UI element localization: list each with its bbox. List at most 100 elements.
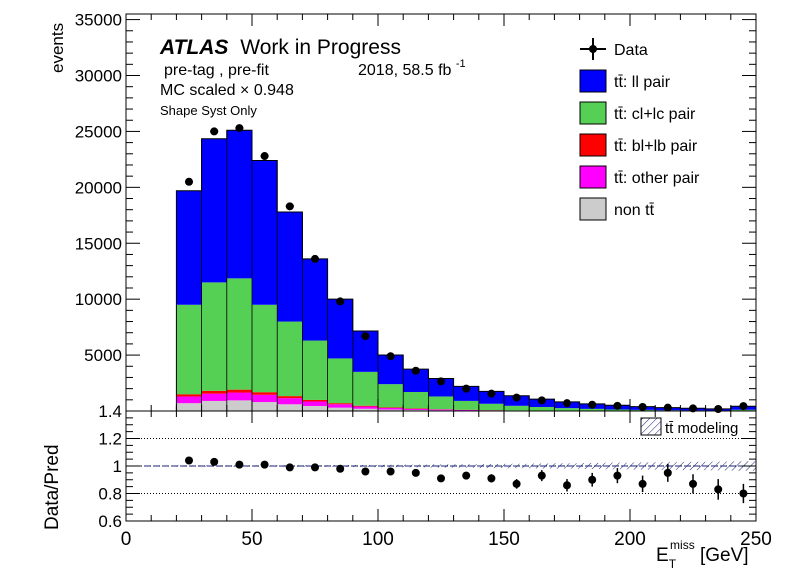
y-min-label: 1.4	[98, 402, 122, 421]
data-point	[537, 396, 546, 405]
stack-bar-0-9	[403, 409, 429, 411]
x-tick-label: 100	[362, 529, 394, 550]
stack-bar-2-5	[302, 399, 328, 402]
stack-bar-1-0	[176, 396, 202, 404]
stack-bar-4-10	[428, 378, 454, 397]
data-point	[386, 352, 395, 361]
data-point	[512, 393, 521, 402]
ratio-point	[714, 485, 723, 494]
data-point	[361, 332, 370, 341]
lower-panel: 0.6 0.8 1 1.2 0 50 100 150 200 250 Data/Pred tt̄ …	[42, 410, 772, 571]
ratio-point	[437, 474, 445, 483]
ratio-y-tick-label: 0.6	[98, 512, 122, 531]
data-point	[411, 366, 420, 375]
x-tick-label: 150	[488, 529, 520, 550]
stack-bar-4-5	[302, 258, 328, 341]
ratio-y-tick-label: 1	[113, 457, 122, 476]
legend-label: tt̄: other pair	[614, 170, 700, 187]
data-point	[588, 400, 597, 409]
stack-bar-1-5	[302, 401, 328, 406]
stack-bar-4-11	[453, 386, 479, 401]
lumi-text: 2018, 58.5 fb	[358, 62, 452, 79]
y-tick-label: 20000	[75, 178, 122, 197]
stack-bar-3-17	[604, 409, 630, 411]
stack-bar-3-1	[201, 282, 227, 391]
stack-bar-4-2	[226, 130, 252, 279]
stack-bar-0-7	[352, 408, 378, 411]
x-tick-label: 50	[241, 529, 262, 550]
x-tick-label: 250	[740, 529, 772, 550]
stack-bar-4-3	[252, 160, 278, 305]
ratio-point	[588, 475, 597, 484]
stack-bar-2-7	[352, 405, 378, 407]
ratio-band-legend: tt̄ modeling	[665, 420, 738, 437]
stack-bar-4-1	[201, 138, 227, 283]
data-point	[285, 202, 294, 211]
legend-label: non tt̄	[614, 202, 655, 219]
stack-bar-1-8	[378, 407, 404, 410]
legend-swatch	[579, 133, 607, 157]
stack-bar-3-14	[529, 406, 555, 411]
legend-data-label: Data	[614, 42, 648, 59]
y-tick-label: 25000	[75, 122, 122, 141]
stack-bar-2-1	[201, 390, 227, 394]
data-point	[185, 177, 193, 186]
upper-axis-ticks: 5000 10000 15000 20000 25000 30000 35000 1.4	[75, 11, 757, 421]
data-point	[689, 404, 697, 413]
stack-bar-1-9	[403, 408, 429, 410]
stack-bar-1-1	[201, 393, 227, 401]
lumi-label: 2018, 58.5 fb -1	[358, 58, 466, 79]
atlas-label: ATLAS Work in Progress	[159, 36, 401, 59]
ratio-point	[663, 468, 672, 477]
ratio-point	[185, 456, 193, 465]
ratio-point	[638, 479, 647, 488]
ratio-y-tick-label: 1.2	[98, 430, 122, 449]
legend: Data tt̄: ll pair tt̄: cl+lc pair tt̄: bl+l…	[579, 38, 700, 221]
y-tick-label: 15000	[75, 234, 122, 253]
stack-bar-0-3	[252, 402, 278, 411]
ratio-point	[361, 467, 370, 476]
ratio-point	[210, 457, 219, 466]
x-axis-label-main: E	[656, 545, 669, 566]
ratio-point	[336, 464, 345, 473]
ratio-point	[689, 479, 697, 488]
stack-bar-3-7	[352, 371, 378, 406]
stack-bar-1-7	[352, 406, 378, 409]
stack-bar-2-6	[327, 403, 353, 405]
data-point	[235, 124, 244, 133]
ratio-point	[462, 471, 471, 480]
data-point	[714, 404, 723, 413]
band-bin	[579, 462, 605, 470]
selection-label: pre-tag , pre-fit	[164, 62, 269, 79]
data-point	[437, 377, 445, 386]
data-point	[613, 401, 622, 410]
lower-axis-ticks: 0.6 0.8 1 1.2 0 50 100 150 200 250	[98, 410, 772, 550]
legend-swatch	[579, 197, 607, 221]
band-bin	[453, 464, 479, 468]
stack-bar-1-2	[226, 392, 252, 401]
data-point	[663, 403, 672, 412]
y-tick-label: 10000	[75, 290, 122, 309]
data-point	[336, 297, 345, 306]
ratio-point	[260, 460, 269, 469]
stack-bar-0-0	[176, 403, 202, 411]
stack-bar-3-0	[176, 304, 202, 395]
stack-bar-3-9	[403, 391, 429, 409]
stack-bar-0-8	[378, 409, 404, 411]
data-point	[563, 399, 571, 408]
stack-bar-1-11	[453, 409, 479, 411]
ratio-point	[563, 481, 571, 490]
stack-bar-1-10	[428, 409, 454, 411]
ratio-points	[185, 456, 748, 504]
y-tick-label: 35000	[75, 11, 122, 30]
stack-bar-0-1	[201, 400, 227, 411]
stack-bar-4-4	[277, 211, 303, 322]
legend-label: tt̄: bl+lb pair	[614, 138, 698, 155]
stack-bar-3-13	[504, 405, 530, 411]
ratio-uncertainty-band	[126, 461, 756, 471]
ratio-point	[487, 474, 496, 483]
data-point	[260, 152, 269, 161]
stack-bar-4-9	[403, 369, 429, 392]
legend-swatch	[579, 101, 607, 125]
